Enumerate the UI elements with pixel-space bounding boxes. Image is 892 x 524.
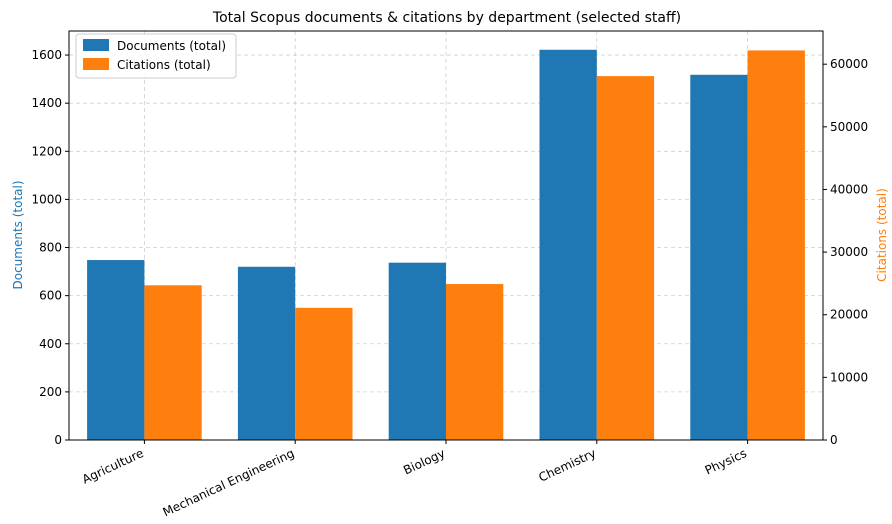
left-tick-label: 0 <box>54 433 62 447</box>
bars <box>87 49 805 441</box>
left-tick-label: 1000 <box>31 192 62 206</box>
left-axis-label: Documents (total) <box>11 180 25 289</box>
right-tick-label: 40000 <box>830 182 868 196</box>
x-axis-ticks: Agriculture Mechanical Engineering Biology… <box>80 440 749 519</box>
chart-title: Total Scopus documents & citations by de… <box>212 10 681 26</box>
right-tick-label: 30000 <box>830 245 868 259</box>
bar-citations <box>747 50 805 441</box>
right-tick-label: 0 <box>830 433 838 447</box>
bar-citations <box>144 285 202 440</box>
bar-documents <box>237 266 296 440</box>
x-tick-label: Physics <box>703 446 749 477</box>
left-tick-label: 200 <box>39 385 62 399</box>
x-tick-label: Chemistry <box>537 446 599 485</box>
left-tick-label: 400 <box>39 337 62 351</box>
right-tick-label: 50000 <box>830 120 868 134</box>
bar-citations <box>295 307 353 440</box>
legend: Documents (total) Citations (total) <box>75 33 237 79</box>
left-tick-label: 1400 <box>31 96 62 110</box>
bar-documents <box>539 49 597 441</box>
x-tick-label: Mechanical Engineering <box>161 446 297 519</box>
bar-documents <box>87 260 145 440</box>
left-tick-label: 800 <box>39 241 62 255</box>
bar-documents <box>388 262 446 440</box>
right-axis-label: Citations (total) <box>875 188 889 282</box>
right-tick-label: 20000 <box>830 308 868 322</box>
x-tick-label: Agriculture <box>80 446 146 487</box>
right-axis-ticks: 0 10000 20000 30000 40000 50000 60000 <box>823 57 868 447</box>
left-axis-ticks: 0 200 400 600 800 1000 1200 1400 1600 <box>31 48 69 447</box>
legend-swatch-documents <box>83 39 109 51</box>
left-tick-label: 600 <box>39 289 62 303</box>
legend-label-citations: Citations (total) <box>117 58 211 72</box>
x-tick-label: Biology <box>401 446 447 477</box>
legend-label-documents: Documents (total) <box>117 39 226 53</box>
bar-citations <box>596 76 655 440</box>
left-tick-label: 1600 <box>31 48 62 62</box>
bar-documents <box>690 74 748 441</box>
left-tick-label: 1200 <box>31 144 62 158</box>
legend-box <box>75 33 237 79</box>
right-tick-label: 60000 <box>830 57 868 71</box>
right-tick-label: 10000 <box>830 370 868 384</box>
legend-swatch-citations <box>83 58 109 70</box>
bar-citations <box>446 284 504 440</box>
